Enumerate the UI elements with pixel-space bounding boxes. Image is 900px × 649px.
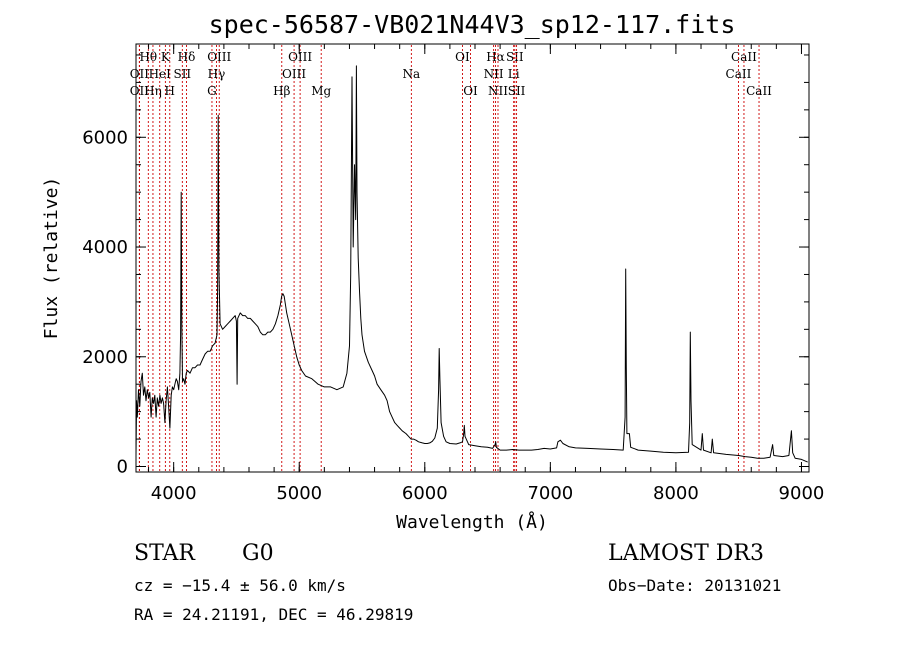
plot-frame bbox=[135, 43, 810, 473]
line-marker-label-15: Mg bbox=[311, 84, 331, 98]
line-marker-label-5: HeI bbox=[149, 67, 172, 81]
object-class: STAR bbox=[134, 541, 195, 566]
plot-area bbox=[135, 65, 808, 463]
line-marker-label-8: SII bbox=[173, 67, 191, 81]
y-tick-label-1: 2000 bbox=[82, 347, 128, 368]
x-tick-label-1: 5000 bbox=[276, 483, 322, 504]
line-marker-label-20: SII bbox=[506, 50, 524, 64]
line-marker-label-22: Li bbox=[508, 67, 520, 81]
line-marker-label-4: K bbox=[161, 50, 171, 64]
series-line-flux bbox=[135, 65, 808, 463]
x-tick-label-5: 9000 bbox=[779, 483, 825, 504]
line-marker-label-6: H bbox=[165, 84, 175, 98]
line-marker-label-23: NII bbox=[488, 84, 508, 98]
line-marker-label-27: CaII bbox=[746, 84, 772, 98]
y-axis-label: Flux (relative) bbox=[41, 177, 62, 340]
line-marker-label-19: Hα bbox=[486, 50, 505, 64]
line-marker-label-17: OI bbox=[455, 50, 470, 64]
axis-ticks: 4000 5000 6000 7000 8000 9000 0 2000 4000 6000 bbox=[82, 44, 824, 504]
redshift-text: cz = −15.4 ± 56.0 km/s bbox=[134, 576, 346, 595]
obs-date: Obs−Date: 20131021 bbox=[608, 576, 782, 595]
line-marker-label-13: OIII bbox=[282, 67, 306, 81]
line-marker-label-3: Hη bbox=[144, 84, 162, 98]
x-tick-label-3: 7000 bbox=[527, 483, 573, 504]
x-tick-label-2: 6000 bbox=[402, 483, 448, 504]
line-marker-label-14: Hβ bbox=[273, 84, 290, 98]
x-tick-label-0: 4000 bbox=[151, 483, 197, 504]
y-tick-label-2: 4000 bbox=[82, 237, 128, 258]
line-marker-label-11: G bbox=[207, 84, 217, 98]
line-marker-label-2: OII bbox=[130, 84, 150, 98]
line-marker-label-21: NII bbox=[484, 67, 504, 81]
line-marker-label-26: CaII bbox=[726, 67, 752, 81]
line-marker-label-24: SII bbox=[508, 84, 526, 98]
line-marker-label-7: Hδ bbox=[178, 50, 196, 64]
line-marker-label-10: Hγ bbox=[208, 67, 226, 81]
line-marker-label-16: Na bbox=[403, 67, 421, 81]
line-marker-label-25: CaII bbox=[731, 50, 757, 64]
y-tick-label-3: 6000 bbox=[82, 127, 128, 148]
survey-name: LAMOST DR3 bbox=[608, 541, 764, 566]
line-marker-label-18: OI bbox=[463, 84, 478, 98]
line-marker-label-9: OIII bbox=[207, 50, 231, 64]
y-tick-label-0: 0 bbox=[117, 457, 128, 478]
line-marker-label-12: OIII bbox=[288, 50, 312, 64]
line-marker-label-0: Hθ bbox=[139, 50, 157, 64]
x-axis-label: Wavelength (Å) bbox=[396, 511, 548, 533]
coordinates: RA = 24.21191, DEC = 46.29819 bbox=[134, 605, 414, 624]
object-subclass: G0 bbox=[242, 541, 274, 566]
x-tick-label-4: 8000 bbox=[653, 483, 699, 504]
chart-title: spec-56587-VB021N44V3_sp12-117.fits bbox=[209, 10, 736, 39]
